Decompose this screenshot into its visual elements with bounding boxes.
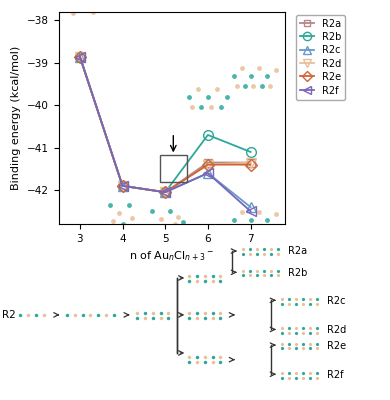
- Text: R2a: R2a: [288, 246, 307, 256]
- Y-axis label: Binding energy (kcal/mol): Binding energy (kcal/mol): [11, 46, 21, 190]
- Text: R2b: R2b: [288, 268, 307, 278]
- Text: R2d: R2d: [327, 325, 346, 335]
- Bar: [160, 155, 186, 182]
- Legend: R2a, R2b, R2c, R2d, R2e, R2f: R2a, R2b, R2c, R2d, R2e, R2f: [296, 15, 345, 100]
- Text: R2c: R2c: [327, 296, 345, 306]
- Text: R2e: R2e: [327, 341, 346, 351]
- X-axis label: n of Au$_n$Cl$_{n+3}$$^-$: n of Au$_n$Cl$_{n+3}$$^-$: [129, 249, 214, 263]
- Text: R2f: R2f: [327, 370, 343, 380]
- Text: R2: R2: [2, 310, 16, 320]
